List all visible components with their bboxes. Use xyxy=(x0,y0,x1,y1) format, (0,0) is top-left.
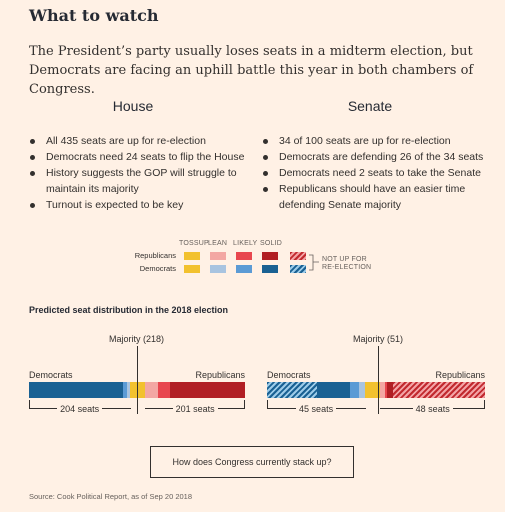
house-left-seats-label: 204 seats xyxy=(57,404,103,414)
bar-segment-republicans-not-up-for-re-election xyxy=(393,382,485,398)
bar-segment-republicans-lean xyxy=(145,382,158,398)
bar-segment-democrats-not-up-for-re-election xyxy=(267,382,318,398)
bar-segment-republicans-likely xyxy=(384,382,387,398)
swatch-rep-tossup xyxy=(184,252,200,260)
legend-column-solid: SOLID xyxy=(260,240,283,247)
bar-segment-democrats-solid xyxy=(317,382,350,398)
senate-right-seats-label: 48 seats xyxy=(412,404,453,414)
list-item: Republicans should have an easier time d… xyxy=(262,181,492,213)
senate-bullets: 34 of 100 seats are up for re-election D… xyxy=(262,133,492,213)
legend-bracket-icon xyxy=(309,254,319,271)
section-title: What to watch xyxy=(29,6,159,25)
house-right-party-label: Republicans xyxy=(195,370,245,380)
house-heading: House xyxy=(112,98,154,114)
bar-segment-democrats-likely xyxy=(122,382,128,398)
senate-left-seats-label: 45 seats xyxy=(296,404,337,414)
bar-segment-republicans-likely xyxy=(157,382,170,398)
house-right-seats-label: 201 seats xyxy=(172,404,218,414)
bar-segment-democrats-lean xyxy=(358,382,366,398)
congress-stack-up-button[interactable]: How does Congress currently stack up? xyxy=(150,446,354,478)
swatch-dem-solid xyxy=(262,265,278,273)
house-bar xyxy=(29,382,245,398)
swatch-dem-lean xyxy=(210,265,226,273)
intro-text: The President’s party usually loses seat… xyxy=(29,44,474,97)
swatch-dem-not-up xyxy=(290,265,306,273)
list-item: All 435 seats are up for re-election xyxy=(29,133,259,149)
swatch-dem-likely xyxy=(236,265,252,273)
list-item: Turnout is expected to be key xyxy=(29,197,259,213)
list-item: Democrats need 24 seats to flip the Hous… xyxy=(29,149,259,165)
legend-column-tossup: TOSSUP xyxy=(179,240,209,247)
house-bullets: All 435 seats are up for re-election Dem… xyxy=(29,133,259,213)
bar-segment-tossup-tossup xyxy=(365,382,381,398)
list-item: 34 of 100 seats are up for re-election xyxy=(262,133,492,149)
list-item: Democrats are defending 26 of the 34 sea… xyxy=(262,149,492,165)
legend-row-republicans: Republicans xyxy=(134,251,176,260)
senate-heading: Senate xyxy=(347,98,393,114)
senate-majority-label: Majority (51) xyxy=(353,334,404,344)
list-item: Democrats need 2 seats to take the Senat… xyxy=(262,165,492,181)
legend-column-likely: LIKELY xyxy=(233,240,258,247)
house-seat-chart: Majority (218) Democrats Republicans 204… xyxy=(29,332,245,422)
bar-segment-republicans-solid xyxy=(170,382,245,398)
bar-segment-republicans-solid xyxy=(386,382,394,398)
chart-title: Predicted seat distribution in the 2018 … xyxy=(29,305,229,315)
bar-segment-democrats-solid xyxy=(29,382,123,398)
list-item: History suggests the GOP will struggle t… xyxy=(29,165,259,197)
swatch-rep-lean xyxy=(210,252,226,260)
legend-not-up-label: NOT UP FOR RE-ELECTION xyxy=(322,256,372,271)
bar-segment-republicans-lean xyxy=(380,382,385,398)
senate-left-party-label: Democrats xyxy=(267,370,311,380)
legend-column-lean: LEAN xyxy=(208,240,228,247)
senate-bar xyxy=(267,382,485,398)
swatch-rep-not-up xyxy=(290,252,306,260)
house-majority-line xyxy=(137,346,139,414)
house-left-party-label: Democrats xyxy=(29,370,73,380)
swatch-dem-tossup xyxy=(184,265,200,273)
bar-segment-democrats-lean xyxy=(127,382,131,398)
senate-majority-line xyxy=(378,346,380,414)
legend: TOSSUP LEAN LIKELY SOLID Republicans Dem… xyxy=(126,238,386,278)
senate-right-party-label: Republicans xyxy=(435,370,485,380)
legend-row-democrats: Democrats xyxy=(139,264,176,273)
swatch-rep-likely xyxy=(236,252,252,260)
house-majority-label: Majority (218) xyxy=(109,334,165,344)
swatch-rep-solid xyxy=(262,252,278,260)
senate-seat-chart: Majority (51) Democrats Republicans 45 s… xyxy=(267,332,485,422)
bar-segment-democrats-likely xyxy=(349,382,359,398)
source-note: Source: Cook Political Report, as of Sep… xyxy=(29,492,193,501)
